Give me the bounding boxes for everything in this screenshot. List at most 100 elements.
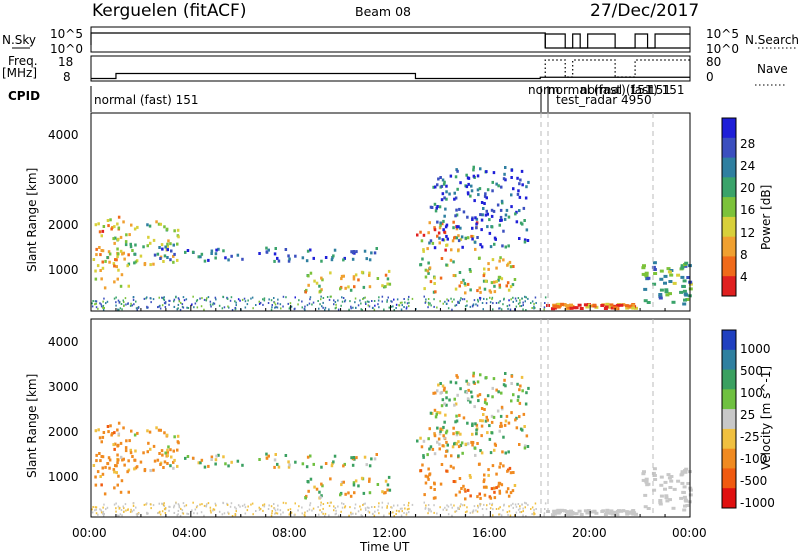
velocity-echo-cell — [113, 431, 116, 435]
velocity-clutter-cell — [517, 503, 520, 505]
power-clutter-cell — [309, 296, 312, 299]
velocity-clutter-cell — [105, 508, 107, 511]
power-echo-cell — [664, 288, 669, 292]
velocity-echo-cell — [477, 399, 480, 403]
xtick-20: 20:00 — [572, 526, 607, 540]
velocity-echo-cell — [100, 483, 103, 487]
power-echo-cell — [98, 230, 102, 234]
power-echo-cell — [433, 276, 436, 280]
power-clutter-cell — [439, 300, 441, 303]
velocity-echo-cell — [435, 412, 438, 416]
velocity-echo-cell — [507, 494, 511, 498]
power-clutter-cell — [329, 295, 332, 298]
power-clutter-cell — [442, 302, 444, 305]
velocity-echo-cell — [331, 462, 334, 465]
power-echo-cell — [114, 258, 117, 262]
velocity-echo-cell — [427, 437, 430, 441]
power-echo-cell — [624, 304, 629, 308]
power-clutter-cell — [326, 296, 329, 298]
velocity-echo-cell — [99, 459, 102, 463]
power-echo-cell — [518, 237, 521, 240]
power-clutter-cell — [115, 301, 117, 304]
velocity-echo-cell — [384, 479, 388, 483]
velocity-clutter-cell — [289, 512, 291, 515]
velocity-clutter-cell — [454, 510, 456, 513]
velocity-clutter-cell — [268, 504, 270, 507]
x-axis-ticks — [90, 305, 691, 517]
velocity-echo-cell — [665, 499, 670, 503]
velocity-echo-cell — [459, 387, 462, 391]
velocity-clutter-cell — [436, 512, 438, 515]
power-clutter-cell — [499, 307, 501, 310]
power-echo-cell — [444, 207, 447, 211]
power-echo-cell — [433, 202, 437, 206]
velocity-echo-cell — [94, 429, 98, 433]
power-clutter-cell — [199, 297, 201, 300]
power-echo-cell — [349, 288, 353, 292]
velocity-echo-cell — [199, 461, 202, 465]
power-clutter-cell — [210, 305, 212, 308]
power-clutter-cell — [222, 295, 224, 298]
velocity-echo-cell — [119, 441, 123, 445]
velocity-clutter-cell — [390, 511, 393, 514]
power-echo-cell — [659, 288, 664, 292]
velocity-echo-cell — [128, 439, 131, 443]
power-clutter-cell — [519, 305, 521, 308]
velocity-echo-cell — [117, 443, 120, 447]
velocity-echo-cell — [365, 463, 368, 467]
power-clutter-cell — [118, 301, 121, 304]
power-clutter-cell — [226, 296, 228, 299]
power-clutter-cell — [527, 297, 529, 300]
velocity-echo-cell — [134, 466, 138, 470]
power-echo-cell — [515, 220, 519, 224]
power-echo-cell — [485, 209, 488, 213]
power-clutter-cell — [117, 308, 119, 311]
power-echo-cell — [117, 252, 120, 256]
power-echo-cell — [429, 280, 433, 284]
velocity-clutter-cell — [162, 504, 165, 507]
power-echo-cell — [165, 227, 169, 231]
power-clutter-cell — [383, 308, 385, 311]
velocity-echo-cell — [501, 407, 504, 411]
velocity-echo-cell — [373, 457, 377, 461]
power-echo-cell — [106, 219, 110, 222]
power-echo-cell — [482, 274, 486, 278]
power-echo-cell — [500, 218, 503, 222]
velocity-echo-cell — [480, 407, 484, 410]
velocity-clutter-cell — [423, 501, 425, 504]
velocity-echo-cell — [106, 462, 109, 465]
power-clutter-cell — [433, 298, 435, 301]
velocity-echo-cell — [463, 488, 467, 492]
velocity-echo-cell — [516, 398, 520, 402]
power-clutter-cell — [525, 296, 527, 299]
velocity-echo-cell — [434, 391, 437, 395]
power-echo-cell — [456, 187, 459, 191]
velocity-echo-cell — [437, 383, 440, 387]
velocity-clutter-cell — [447, 505, 450, 508]
velocity-clutter-cell — [357, 510, 360, 513]
velocity-clutter-cell — [247, 505, 249, 508]
velocity-echo-cell — [608, 511, 613, 515]
power-echo-cell — [456, 169, 459, 173]
velocity-echo-cell — [106, 425, 110, 428]
velocity-clutter-cell — [267, 508, 270, 510]
velocity-echo-cell — [476, 394, 480, 398]
velocity-echo-cell — [172, 460, 175, 464]
power-echo-cell — [474, 247, 477, 251]
velocity-clutter-cell — [125, 509, 127, 512]
velocity-colorbar-swatch — [722, 468, 736, 489]
power-echo-cell — [652, 268, 657, 271]
velocity-echo-cell — [526, 445, 530, 448]
velocity-echo-cell — [505, 490, 508, 494]
velocity-echo-cell — [686, 482, 691, 485]
power-echo-cell — [443, 196, 446, 200]
power-echo-cell — [460, 281, 463, 284]
power-echo-cell — [556, 302, 561, 306]
power-clutter-cell — [118, 308, 120, 311]
velocity-echo-cell — [506, 487, 510, 491]
velocity-clutter-cell — [393, 504, 395, 507]
power-cbar-tick-8: 8 — [740, 248, 748, 262]
power-echo-cell — [210, 252, 213, 255]
velocity-echo-cell — [96, 470, 100, 474]
power-clutter-cell — [428, 303, 430, 306]
